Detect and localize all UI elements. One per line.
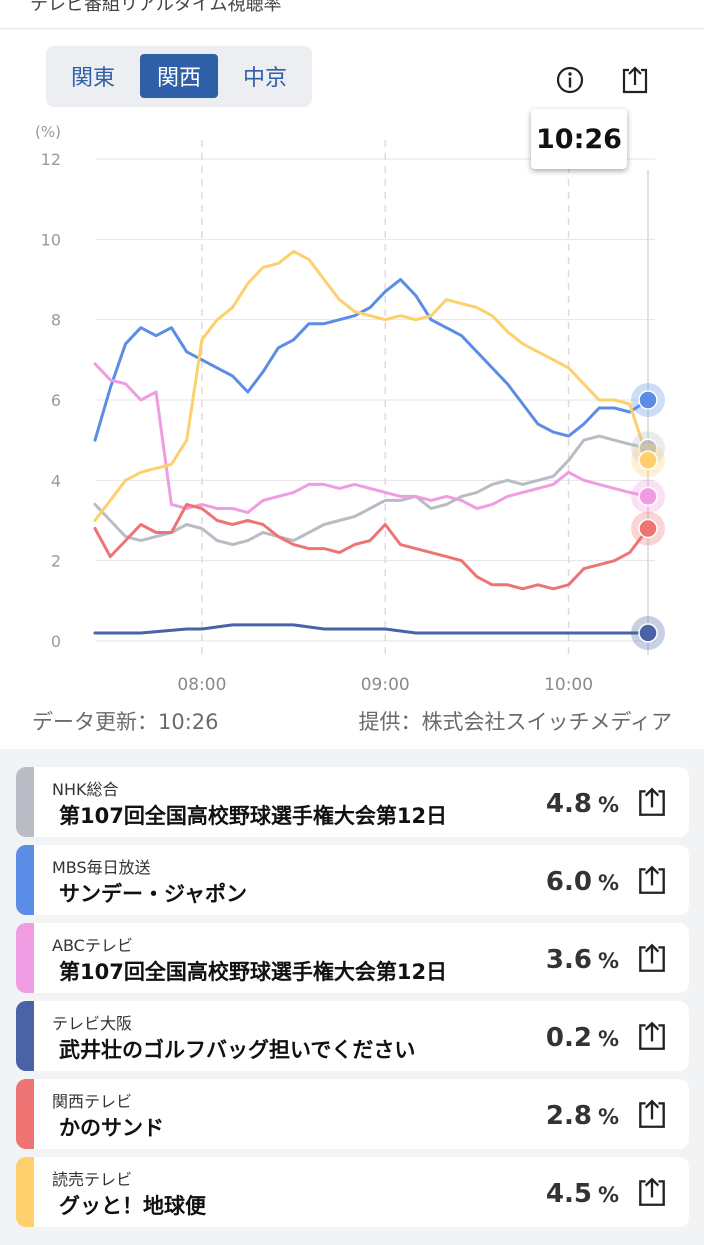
series-line xyxy=(93,362,650,514)
rating-value: 6.0% xyxy=(546,867,619,897)
station-name: テレビ大阪 xyxy=(52,1014,133,1033)
share-icon[interactable] xyxy=(635,941,669,975)
y-tick-label: 10 xyxy=(41,230,61,249)
rating-value: 3.6% xyxy=(546,945,619,975)
rating-unit: % xyxy=(597,1105,619,1129)
series-end-marker xyxy=(638,390,658,410)
data-updated-time: 10:26 xyxy=(158,710,219,734)
series-line xyxy=(93,623,650,635)
share-icon[interactable] xyxy=(635,1097,669,1131)
program-title: 武井壮のゴルフバッグ担いでください xyxy=(59,1038,416,1062)
rating-unit: % xyxy=(597,871,619,895)
rating-value: 0.2% xyxy=(546,1023,619,1053)
time-tooltip: 10:26 xyxy=(531,109,627,169)
series-end-marker xyxy=(638,623,658,643)
y-tick-label: 0 xyxy=(51,632,61,651)
series-end-marker xyxy=(638,518,658,539)
program-title: 第107回全国高校野球選手権大会第12日 xyxy=(59,804,448,828)
channel-list: NHK総合 第107回全国高校野球選手権大会第12日 4.8% MBS毎日放送 … xyxy=(0,749,704,1245)
tab-chukyo[interactable]: 中京 xyxy=(242,66,287,91)
channel-card-ktv[interactable]: 関西テレビ かのサンド 2.8% xyxy=(16,1079,689,1149)
header-strip: テレビ番組リアルタイム視聴率 xyxy=(0,0,704,29)
series-line xyxy=(93,502,650,591)
share-icon[interactable] xyxy=(635,785,669,819)
data-updated-label: データ更新： xyxy=(32,710,158,734)
info-icon[interactable] xyxy=(552,62,588,98)
program-title: サンデー・ジャポン xyxy=(59,882,247,906)
station-name: NHK総合 xyxy=(52,780,119,799)
share-icon[interactable] xyxy=(635,1175,669,1209)
series-line xyxy=(93,249,650,522)
data-updated: データ更新：10:26 xyxy=(32,706,219,736)
rating-number: 4.8 xyxy=(545,789,592,819)
rating-unit: % xyxy=(597,793,619,817)
program-title: グッと！地球便 xyxy=(59,1194,206,1218)
rating-value: 2.8% xyxy=(546,1101,619,1131)
data-provider: 提供：株式会社スイッチメディア xyxy=(358,710,672,734)
program-title: かのサンド xyxy=(59,1116,164,1140)
share-icon[interactable] xyxy=(635,1019,669,1053)
station-name: MBS毎日放送 xyxy=(52,858,151,877)
ratings-chart: 0 2 4 6 8 10 12 (%) 08:00 09:00 10:00 xyxy=(35,123,665,695)
channel-card-tvo[interactable]: テレビ大阪 武井壮のゴルフバッグ担いでください 0.2% xyxy=(16,1001,689,1071)
x-tick-label: 09:00 xyxy=(361,675,410,695)
y-tick-label: 12 xyxy=(41,150,61,169)
rating-unit: % xyxy=(597,949,619,973)
share-icon[interactable] xyxy=(635,863,669,897)
rating-number: 6.0 xyxy=(545,867,592,897)
channel-color-bar xyxy=(16,923,34,993)
rating-value: 4.5% xyxy=(546,1179,619,1209)
tab-kanto[interactable]: 関東 xyxy=(70,66,115,91)
rating-unit: % xyxy=(597,1183,619,1207)
rating-number: 2.8 xyxy=(545,1101,592,1131)
region-tabs: 関東 関西 中京 xyxy=(46,46,312,107)
rating-number: 0.2 xyxy=(545,1023,592,1053)
station-name: 関西テレビ xyxy=(52,1092,133,1111)
y-tick-label: 8 xyxy=(51,311,61,330)
channel-card-nhk[interactable]: NHK総合 第107回全国高校野球選手権大会第12日 4.8% xyxy=(16,767,689,837)
channel-color-bar xyxy=(16,845,34,915)
series-line xyxy=(93,278,650,442)
header-title: テレビ番組リアルタイム視聴率 xyxy=(30,0,282,15)
rating-unit: % xyxy=(597,1027,619,1051)
series-end-marker xyxy=(638,450,658,470)
y-unit-label: (%) xyxy=(35,123,61,141)
x-tick-label: 08:00 xyxy=(177,675,226,695)
tab-kansai[interactable]: 関西 xyxy=(140,54,218,98)
station-name: 読売テレビ xyxy=(52,1170,133,1189)
share-icon[interactable] xyxy=(617,62,653,98)
program-title: 第107回全国高校野球選手権大会第12日 xyxy=(59,960,448,984)
channel-color-bar xyxy=(16,1079,34,1149)
station-name: ABCテレビ xyxy=(52,936,133,955)
channel-card-mbs[interactable]: MBS毎日放送 サンデー・ジャポン 6.0% xyxy=(16,845,689,915)
channel-color-bar xyxy=(16,1001,34,1071)
y-tick-label: 6 xyxy=(51,391,61,410)
channel-color-bar xyxy=(16,767,34,837)
series-line xyxy=(93,434,650,547)
series-end-marker xyxy=(638,486,658,507)
channel-color-bar xyxy=(16,1157,34,1227)
y-tick-label: 2 xyxy=(51,552,61,571)
rating-number: 3.6 xyxy=(545,945,592,975)
channel-card-abc[interactable]: ABCテレビ 第107回全国高校野球選手権大会第12日 3.6% xyxy=(16,923,689,993)
channel-card-ytv[interactable]: 読売テレビ グッと！地球便 4.5% xyxy=(16,1157,689,1227)
rating-value: 4.8% xyxy=(546,789,619,819)
y-tick-label: 4 xyxy=(51,471,61,490)
x-tick-label: 10:00 xyxy=(544,675,593,695)
rating-number: 4.5 xyxy=(545,1179,592,1209)
